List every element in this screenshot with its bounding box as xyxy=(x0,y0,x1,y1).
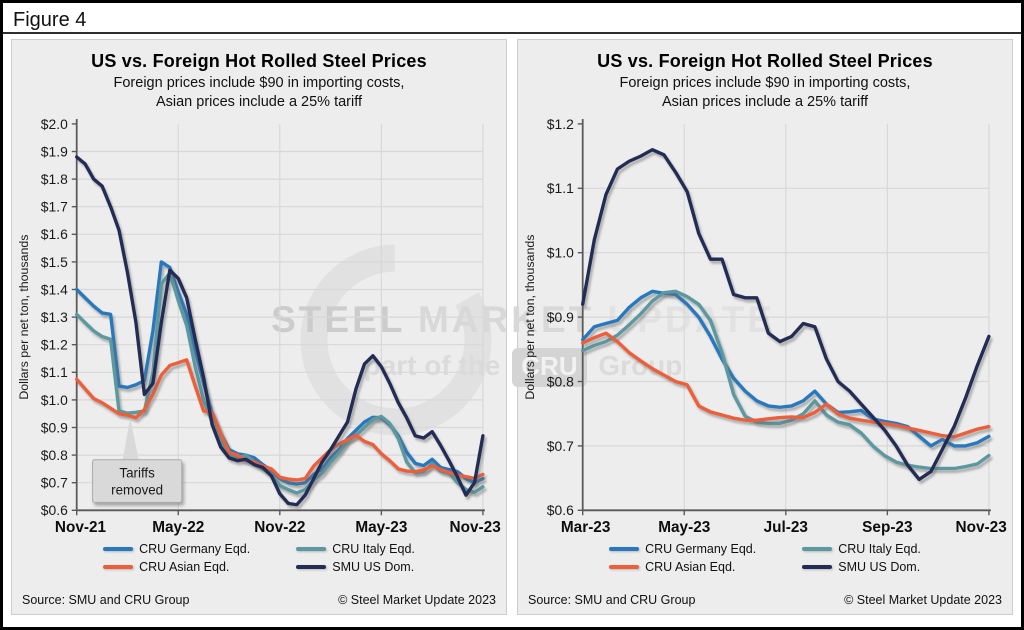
source-note: Source: SMU and CRU Group xyxy=(22,593,190,607)
y-tick-label: $0.8 xyxy=(41,447,68,463)
y-tick-label: $1.5 xyxy=(41,254,68,270)
chart-subtitle: Foreign prices include $90 in importing … xyxy=(518,74,1012,112)
y-tick-label: $1.9 xyxy=(41,144,68,160)
x-tick-label: Nov-22 xyxy=(254,519,305,536)
subtitle-line-2: Asian prices include a 25% tariff xyxy=(155,94,363,111)
asian-line-swatch xyxy=(609,565,640,570)
panel-footer: Source: SMU and CRU Group © Steel Market… xyxy=(12,593,506,614)
legend-label: CRU Italy Eqd. xyxy=(332,542,415,557)
y-tick-label: $0.7 xyxy=(41,475,68,491)
y-tick-label: $0.6 xyxy=(547,503,574,519)
y-tick-label: $1.2 xyxy=(547,116,574,132)
source-note: Source: SMU and CRU Group xyxy=(528,593,696,607)
italy-line-swatch xyxy=(802,547,833,552)
series-line-smu-us-dom xyxy=(75,155,485,507)
page-title: US vs. Foreign Hot Rolled Steel Prices xyxy=(91,51,427,71)
chart-subtitle: Foreign prices include $90 in importing … xyxy=(12,74,506,112)
legend: CRU Germany Eqd. CRU Italy Eqd. CRU Asia… xyxy=(12,542,506,574)
y-tick-label: $1.7 xyxy=(41,199,68,215)
panel-left: US vs. Foreign Hot Rolled Steel Prices F… xyxy=(11,39,507,615)
x-tick-label: Jul-23 xyxy=(764,519,808,536)
legend-label: CRU Germany Eqd. xyxy=(139,542,251,557)
panel-footer: Source: SMU and CRU Group © Steel Market… xyxy=(518,593,1012,614)
panel-right: US vs. Foreign Hot Rolled Steel Prices F… xyxy=(517,39,1013,615)
us-line-swatch xyxy=(802,565,833,570)
legend: CRU Germany Eqd. CRU Italy Eqd. CRU Asia… xyxy=(518,542,1012,574)
y-tick-label: $1.4 xyxy=(41,282,68,298)
legend-item-italy: CRU Italy Eqd. xyxy=(802,542,921,556)
legend-label: SMU US Dom. xyxy=(332,560,415,575)
x-tick-label: May-23 xyxy=(658,519,710,536)
legend-item-us: SMU US Dom. xyxy=(802,560,921,574)
legend-item-germany: CRU Germany Eqd. xyxy=(609,542,756,556)
legend-label: CRU Asian Eqd. xyxy=(139,560,230,575)
subtitle-line-1: Foreign prices include $90 in importing … xyxy=(619,75,911,91)
series-line-cru-asian-eqd xyxy=(581,331,991,439)
x-tick-label: May-23 xyxy=(355,519,407,536)
y-tick-label: $0.6 xyxy=(41,503,68,519)
y-tick-label: $1.0 xyxy=(547,245,574,261)
x-tick-label: Nov-23 xyxy=(956,519,1007,536)
callout-text-line1: Tariffs xyxy=(119,466,155,481)
series-line-smu-us-dom xyxy=(581,148,991,482)
y-tick-label: $0.8 xyxy=(547,374,574,390)
plot-area: $2.0 $1.9 $1.8 $1.7 $1.6 $1.5 $1.4 $1.3 $1.2 $1.1… xyxy=(41,116,501,536)
y-tick-label: $1.8 xyxy=(41,171,68,187)
y-tick-label: $1.2 xyxy=(41,337,68,353)
y-tick-label: $0.7 xyxy=(547,438,574,454)
subtitle-line-1: Foreign prices include $90 in importing … xyxy=(113,75,405,91)
legend-item-germany: CRU Germany Eqd. xyxy=(103,542,250,556)
asian-line-swatch xyxy=(103,565,134,570)
germany-line-swatch xyxy=(103,547,134,552)
legend-label: SMU US Dom. xyxy=(838,560,921,575)
figure-label: Figure 4 xyxy=(3,3,1021,34)
legend-label: CRU Asian Eqd. xyxy=(645,560,736,575)
italy-line-swatch xyxy=(296,547,327,552)
legend-item-italy: CRU Italy Eqd. xyxy=(296,542,415,556)
legend-item-asian: CRU Asian Eqd. xyxy=(103,560,250,574)
y-tick-label: $0.9 xyxy=(547,309,574,325)
series-line-cru-asian-eqd xyxy=(75,358,485,482)
x-tick-label: Sep-23 xyxy=(862,519,912,536)
y-tick-label: $1.1 xyxy=(547,181,574,197)
line-chart-left: Dollars per net ton, thousands $2.0$1.9$… xyxy=(17,116,501,536)
y-tick-label: $0.9 xyxy=(41,420,68,436)
callout-pointer xyxy=(122,418,140,462)
y-tick-label: $1.3 xyxy=(41,309,68,325)
y-axis-title: Dollars per net ton, thousands xyxy=(17,235,31,400)
subtitle-line-2: Asian prices include a 25% tariff xyxy=(661,94,869,111)
y-tick-label: $2.0 xyxy=(41,116,68,132)
x-tick-label: Nov-23 xyxy=(450,519,501,536)
y-axis-title: Dollars per net ton, thousands xyxy=(523,235,537,400)
legend-item-asian: CRU Asian Eqd. xyxy=(609,560,756,574)
legend-label: CRU Germany Eqd. xyxy=(645,542,757,557)
series-line-cru-germany-eqd xyxy=(581,289,991,448)
legend-label: CRU Italy Eqd. xyxy=(838,542,921,557)
page-title: US vs. Foreign Hot Rolled Steel Prices xyxy=(597,51,933,71)
x-tick-label: Mar-23 xyxy=(561,519,610,536)
tariffs-removed-annotation: Tariffs removed xyxy=(92,418,183,504)
line-chart-right: Dollars per net ton, thousands $1.2$1.1$… xyxy=(523,116,1007,536)
y-tick-label: $1.1 xyxy=(41,365,68,381)
germany-line-swatch xyxy=(609,547,640,552)
callout-text-line2: removed xyxy=(111,483,163,498)
series-line-cru-italy-eqd xyxy=(581,289,991,471)
x-tick-label: May-22 xyxy=(152,519,204,536)
panels-row: US vs. Foreign Hot Rolled Steel Prices F… xyxy=(11,39,1013,615)
y-tick-label: $1.6 xyxy=(41,227,68,243)
us-line-swatch xyxy=(296,565,327,570)
x-tick-label: Nov-21 xyxy=(55,519,107,536)
copyright-note: © Steel Market Update 2023 xyxy=(844,593,1002,607)
copyright-note: © Steel Market Update 2023 xyxy=(338,593,496,607)
callout-box xyxy=(92,459,183,504)
y-tick-label: $1.0 xyxy=(41,392,68,408)
legend-item-us: SMU US Dom. xyxy=(296,560,415,574)
